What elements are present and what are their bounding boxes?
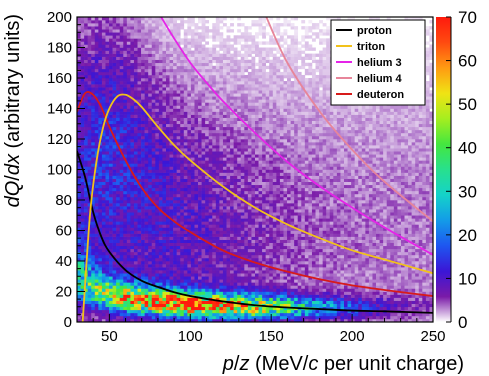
y-tick-label: 120: [47, 131, 72, 148]
series-line-deuteron: [77, 91, 433, 297]
colorbar-tick-label: 60: [458, 52, 477, 71]
colorbar-tick-label: 20: [458, 226, 477, 245]
x-axis: 50 100 150 200 250: [76, 314, 446, 345]
legend-label: triton: [357, 41, 385, 53]
curves-layer: [77, 17, 433, 322]
y-tick-label: 60: [55, 223, 72, 240]
legend-label: helium 4: [357, 73, 403, 85]
legend-label: proton: [357, 25, 392, 37]
series-line-helium-4: [265, 17, 433, 223]
legend: proton triton helium 3 helium 4 deuteron: [330, 19, 426, 106]
legend-label: helium 3: [357, 57, 402, 69]
series-line-proton: [77, 150, 433, 314]
y-tick-label: 20: [55, 284, 72, 301]
x-tick-label: 50: [101, 328, 118, 345]
colorbar: 0 10 20 30 40 50 60 70: [436, 8, 477, 332]
x-tick-label: 250: [420, 328, 445, 345]
x-tick-label: 100: [178, 328, 203, 345]
y-tick-label: 160: [47, 70, 72, 87]
y-tick-label: 180: [47, 40, 72, 57]
colorbar-tick-label: 50: [458, 95, 477, 114]
y-tick-label: 200: [47, 9, 72, 26]
y-axis: 0 20 40 60 80 100 120 140 160 180 200: [47, 9, 85, 331]
colorbar-tick-label: 10: [458, 269, 477, 288]
x-tick-label: 200: [340, 328, 365, 345]
x-tick-label: 150: [259, 328, 284, 345]
y-tick-label: 140: [47, 101, 72, 118]
colorbar-tick-label: 30: [458, 182, 477, 201]
colorbar-gradient: [436, 17, 451, 322]
y-tick-label: 0: [64, 314, 72, 331]
colorbar-tick-label: 70: [458, 8, 477, 27]
colorbar-tick-label: 0: [458, 313, 467, 332]
y-tick-label: 80: [55, 192, 72, 209]
series-line-helium-3: [160, 17, 433, 256]
legend-label: deuteron: [357, 89, 404, 101]
colorbar-tick-label: 40: [458, 139, 477, 158]
series-line-triton: [81, 93, 433, 322]
y-axis-label: dQ/dx (arbitrary units): [2, 14, 24, 207]
y-tick-label: 40: [55, 253, 72, 270]
x-axis-label: p/z (MeV/c per unit charge): [222, 353, 464, 375]
y-tick-label: 100: [47, 162, 72, 179]
